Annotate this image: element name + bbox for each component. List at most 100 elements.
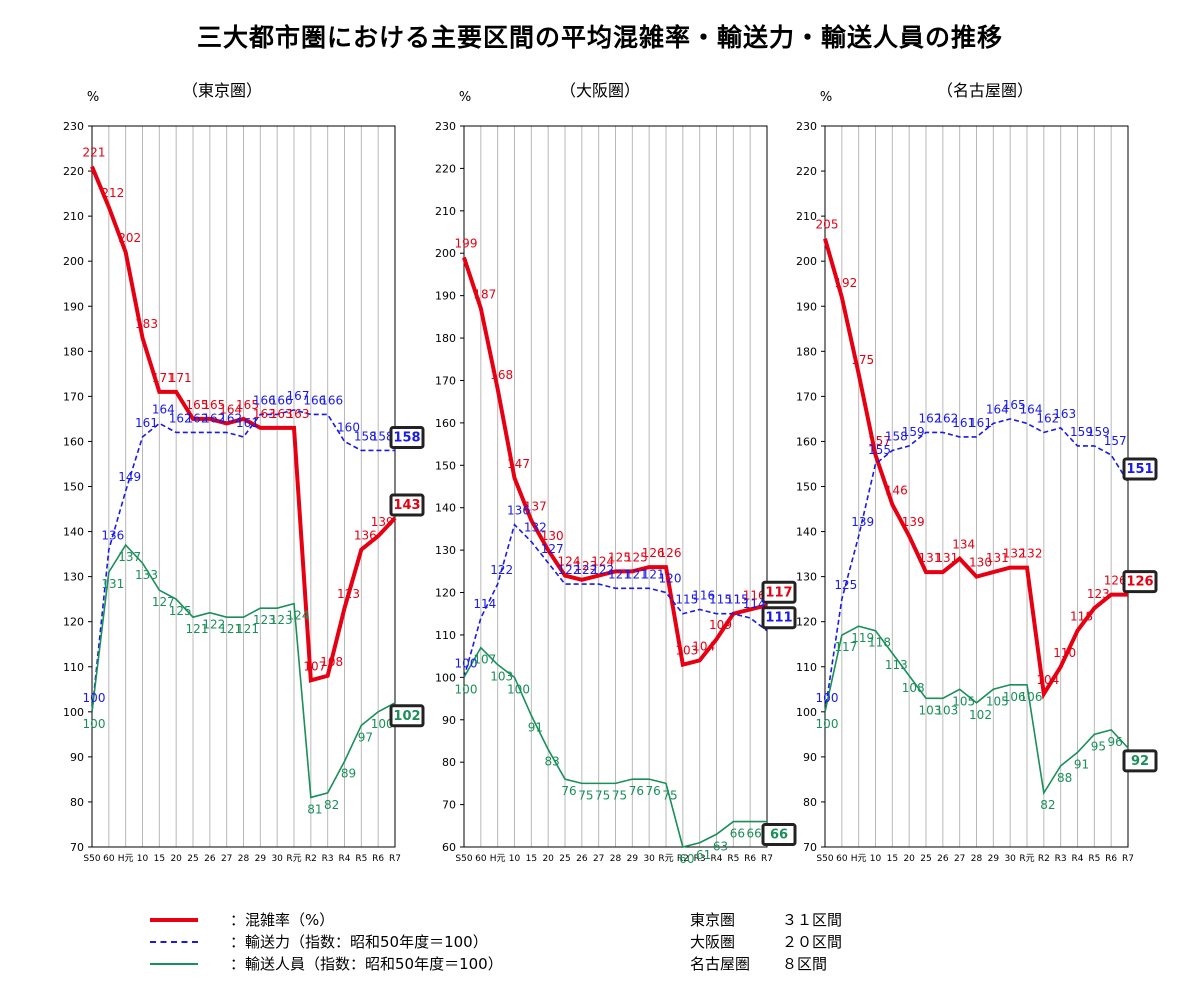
legend-label-congestion: ：混雑率（%） [230, 911, 335, 929]
x-tick-label: R元 [658, 854, 673, 864]
data-label-passengers: 92 [1131, 754, 1149, 769]
y-tick-label: 130 [435, 544, 456, 557]
data-label-capacity: 166 [303, 393, 326, 407]
y-tick-label: 180 [435, 332, 456, 345]
data-label-capacity: 155 [868, 443, 891, 457]
data-label-congestion: 130 [541, 529, 564, 543]
y-tick-label: 140 [796, 526, 817, 539]
y-tick-label: 100 [63, 706, 84, 719]
section-name: 名古屋圏 [690, 955, 751, 973]
highlight-box [389, 704, 425, 728]
y-tick-label: 170 [435, 374, 456, 387]
y-tick-label: 120 [63, 616, 84, 629]
y-tick-label: 160 [796, 435, 817, 448]
y-tick-label: 200 [435, 247, 456, 260]
x-tick-label: 60 [836, 854, 848, 864]
data-label-capacity: 149 [118, 470, 141, 484]
data-label-congestion: 146 [885, 484, 908, 498]
x-tick-label: R4 [711, 854, 723, 864]
series-line-congestion [823, 238, 1128, 700]
data-label-congestion: 132 [1020, 547, 1043, 561]
data-label-passengers: 108 [902, 681, 925, 695]
x-tick-label: 25 [920, 854, 931, 864]
x-tick-label: 20 [542, 854, 554, 864]
data-label-congestion: 104 [692, 639, 715, 653]
data-label-congestion: 130 [969, 556, 992, 570]
data-label-congestion: 131 [935, 551, 958, 565]
data-label-passengers: 61 [696, 848, 711, 862]
y-tick-label: 150 [63, 481, 84, 494]
x-tick-label: R4 [339, 854, 351, 864]
data-label-congestion: 192 [834, 276, 857, 290]
legend-item-capacity: ：輸送力（指数：昭和50年度＝100） [140, 931, 640, 953]
x-tick-label: 28 [238, 854, 250, 864]
x-tick-label: 60 [103, 854, 115, 864]
y-tick-label: 100 [796, 706, 817, 719]
data-label-congestion: 163 [287, 407, 310, 421]
data-label-congestion: 123 [1087, 587, 1110, 601]
data-label-congestion: 126 [659, 546, 682, 560]
data-label-capacity: 162 [169, 411, 192, 425]
x-tick-label: S50 [816, 854, 833, 864]
data-label-capacity: 151 [1126, 462, 1153, 477]
x-tick-label: 20 [903, 854, 915, 864]
chart-title: （東京圏） [182, 81, 262, 100]
y-tick-label: 160 [63, 435, 84, 448]
y-tick-label: 230 [796, 120, 817, 133]
x-tick-label: 26 [937, 854, 949, 864]
data-label-congestion: 187 [473, 287, 496, 301]
data-label-passengers: 106 [1003, 690, 1026, 704]
y-tick-label: 170 [796, 390, 817, 403]
data-label-capacity: 116 [692, 588, 715, 602]
data-label-passengers: 103 [935, 703, 958, 717]
y-tick-label: 140 [63, 526, 84, 539]
plot-frame [463, 125, 768, 848]
data-label-capacity: 127 [541, 542, 564, 556]
x-tick-label: 27 [593, 854, 604, 864]
y-tick-label: 210 [63, 210, 84, 223]
data-label-capacity: 159 [902, 425, 925, 439]
x-tick-label: 29 [627, 854, 639, 864]
data-label-congestion: 199 [455, 236, 478, 250]
data-label-congestion: 139 [902, 515, 925, 529]
legend-label-capacity: ：輸送力（指数：昭和50年度＝100） [230, 933, 488, 951]
data-label-congestion: 183 [135, 317, 158, 331]
data-label-passengers: 113 [885, 658, 908, 672]
data-label-passengers: 122 [202, 618, 225, 632]
y-tick-label: 200 [63, 255, 84, 268]
y-tick-label: 70 [70, 841, 84, 854]
y-tick-label: 130 [63, 571, 84, 584]
data-label-passengers: 100 [816, 717, 839, 731]
y-tick-label: 90 [442, 714, 456, 727]
data-label-capacity: 162 [1036, 411, 1059, 425]
data-label-passengers: 131 [101, 577, 124, 591]
data-label-passengers: 137 [118, 550, 141, 564]
y-unit-label: % [820, 90, 832, 105]
data-label-passengers: 103 [490, 670, 513, 684]
y-tick-label: 110 [63, 661, 84, 674]
section-name: 大阪圏 [690, 933, 736, 951]
data-label-passengers: 88 [1057, 771, 1072, 785]
data-label-congestion: 147 [507, 457, 530, 471]
series-line-capacity [91, 409, 395, 712]
series-line-congestion [90, 165, 397, 683]
data-label-capacity: 161 [969, 416, 992, 430]
legend-swatch-capacity [150, 941, 198, 943]
y-tick-label: 210 [435, 205, 456, 218]
legend-swatch-congestion [150, 918, 198, 922]
highlight-box [761, 823, 797, 847]
data-label-capacity: 100 [455, 656, 478, 670]
x-tick-label: 60 [475, 854, 487, 864]
y-tick-label: 230 [435, 120, 456, 133]
highlight-box [389, 425, 425, 449]
data-label-capacity: 114 [743, 597, 766, 611]
data-label-congestion: 164 [219, 402, 242, 416]
data-label-passengers: 82 [324, 798, 339, 812]
data-label-capacity: 166 [320, 393, 343, 407]
x-tick-label: R2 [305, 854, 317, 864]
x-tick-label: 25 [559, 854, 570, 864]
data-label-capacity: 162 [935, 411, 958, 425]
x-tick-label: 20 [170, 854, 182, 864]
y-tick-label: 140 [435, 502, 456, 515]
x-tick-label: H元 [490, 854, 506, 864]
